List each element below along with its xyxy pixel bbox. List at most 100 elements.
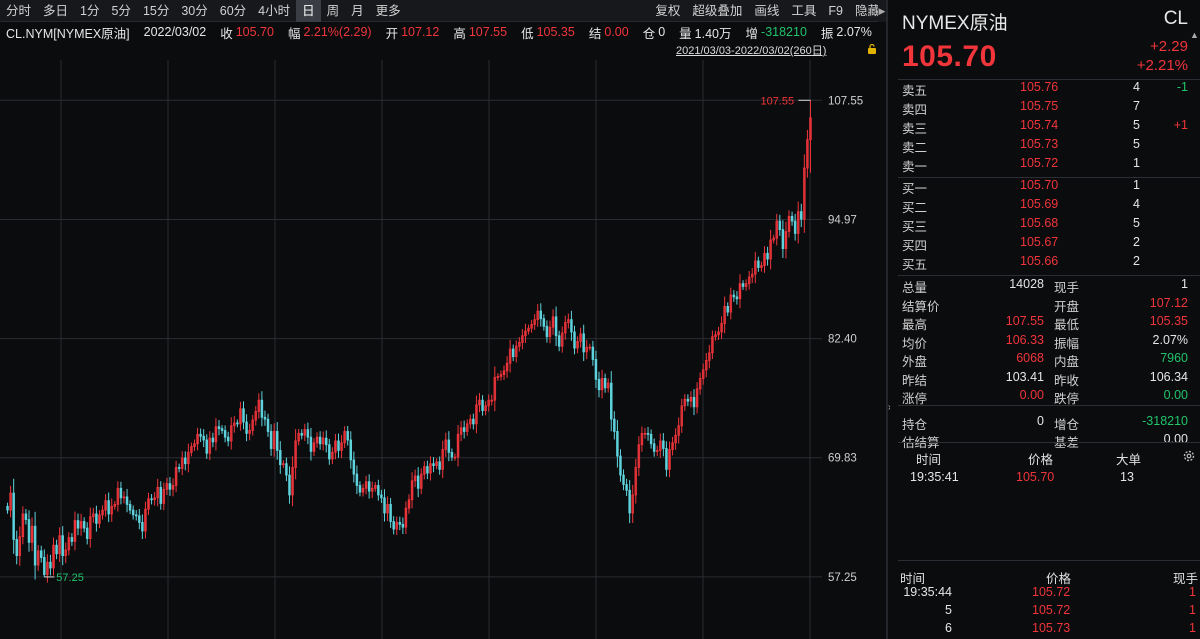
bids-row[interactable]: 买一 105.70 1	[890, 178, 1200, 197]
candlestick-chart[interactable]: 107.55 94.97 82.40 69.83 57.25 107.55 57.25	[0, 60, 886, 639]
candle-body	[153, 497, 156, 501]
candle-body	[174, 467, 178, 486]
candle-body	[331, 451, 334, 460]
candle-body	[616, 431, 619, 457]
gear-icon[interactable]	[1182, 449, 1196, 463]
toolbar-tool[interactable]: 画线	[754, 3, 780, 18]
candle-body	[444, 439, 448, 450]
period-tab[interactable]: 4小时	[258, 3, 291, 18]
stat-value: 6068	[1016, 351, 1044, 365]
toolbar-tool[interactable]: 复权	[655, 3, 681, 18]
asks-row[interactable]: 卖二 105.73 5	[890, 137, 1200, 156]
candle-body	[162, 488, 166, 504]
period-tab[interactable]: 分时	[6, 3, 32, 18]
period-tab[interactable]: 60分	[219, 3, 247, 18]
candle-body	[453, 456, 457, 459]
candle-body	[220, 428, 224, 431]
toolbar-tool[interactable]: 超级叠加	[692, 3, 743, 18]
candle-body	[478, 399, 481, 406]
candle-body	[177, 467, 181, 469]
stat-value: 14028	[1009, 277, 1044, 291]
stats-row: 最高 107.55 最低 105.35	[890, 314, 1200, 333]
candle-body	[505, 362, 509, 372]
stat-label: 增仓	[1054, 417, 1080, 432]
asks-row[interactable]: 卖三 105.74 5 +1	[890, 118, 1200, 137]
candle-body	[490, 399, 493, 402]
bids-label: 买二	[902, 201, 928, 215]
stat-value: 0.00	[1019, 388, 1044, 402]
period-tab[interactable]: 日	[296, 0, 321, 22]
candle-body	[662, 440, 665, 449]
candle-body	[769, 239, 772, 260]
candle-body	[40, 550, 43, 558]
asks-change: +1	[1173, 118, 1188, 132]
candle-body	[104, 500, 107, 511]
candle-body	[147, 498, 150, 510]
toolbar-tool[interactable]: 隐藏	[854, 3, 880, 18]
candle-body	[401, 523, 405, 528]
stat-label: 最高	[902, 318, 928, 332]
price-change-pct: +2.21%	[1136, 57, 1188, 74]
period-tab[interactable]: 更多	[375, 3, 401, 18]
date-range-label[interactable]: 2021/03/03-2022/03/02(260日)	[676, 45, 827, 57]
asks-row[interactable]: 卖五 105.76 4 -1	[890, 80, 1200, 99]
settle-value: 0.00	[604, 25, 629, 39]
candle-body	[300, 432, 303, 436]
candle-body	[251, 419, 254, 431]
settle-label: 结	[588, 26, 602, 41]
candle-body	[18, 536, 22, 557]
candle-body	[355, 473, 359, 486]
candle-body	[380, 494, 383, 499]
candle-body	[367, 481, 371, 492]
period-tab[interactable]: 多日	[43, 3, 69, 18]
period-tab[interactable]: 5分	[111, 3, 131, 18]
bids-row[interactable]: 买四 105.67 2	[890, 235, 1200, 254]
toolbar-tool[interactable]: 工具	[791, 3, 817, 18]
candle-body	[447, 439, 451, 453]
y-tick-label: 107.55	[828, 95, 863, 107]
lock-icon[interactable]	[866, 43, 878, 55]
candle-body	[423, 466, 426, 475]
candle-body	[711, 336, 714, 354]
asks-row[interactable]: 卖一 105.72 1	[890, 156, 1200, 175]
candle-body	[392, 521, 395, 530]
candle-body	[223, 430, 227, 438]
trade-big: 13	[1120, 470, 1134, 484]
candle-body	[729, 294, 733, 313]
candle-body	[138, 515, 141, 523]
candle-body	[263, 416, 267, 420]
candle-body	[12, 492, 15, 540]
panel-divider[interactable]	[886, 0, 888, 639]
bids-row[interactable]: 买五 105.66 2	[890, 254, 1200, 273]
bids-volume: 2	[1133, 254, 1140, 268]
candle-body	[49, 561, 52, 569]
period-toolbar: 分时 多日 1分 5分 15分 30分 60分 4小时日周月更多 复权 超级叠加 画线 工具 F9 隐藏	[0, 0, 886, 22]
asks-label: 卖三	[902, 122, 928, 136]
candle-body	[257, 399, 261, 412]
y-tick-label: 82.40	[828, 334, 857, 346]
period-tab[interactable]: 周	[326, 3, 340, 18]
candle-body	[55, 544, 58, 555]
period-tab[interactable]: 30分	[181, 3, 208, 18]
candle-body	[603, 378, 607, 389]
tick-hand: 1	[1189, 585, 1196, 599]
asks-row[interactable]: 卖四 105.75 7	[890, 99, 1200, 118]
bids-row[interactable]: 买二 105.69 4	[890, 197, 1200, 216]
candle-body	[122, 496, 126, 499]
period-tab[interactable]: 1分	[80, 3, 100, 18]
toolbar-tool[interactable]: F9	[828, 3, 843, 18]
period-tab[interactable]: 15分	[142, 3, 170, 18]
collapse-toggle-icon[interactable]: ▶	[878, 0, 886, 22]
candle-body	[321, 437, 325, 445]
chart-canvas[interactable]: 107.55 94.97 82.40 69.83 57.25 107.55 57.25	[0, 60, 886, 639]
candle-body	[135, 514, 138, 517]
trades-price-header: 价格	[1028, 453, 1054, 467]
candle-body	[33, 525, 37, 566]
candle-body	[358, 485, 362, 493]
bids-row[interactable]: 买三 105.68 5	[890, 216, 1200, 235]
period-tab[interactable]: 月	[351, 3, 364, 18]
chevron-up-icon[interactable]: ▲	[1190, 30, 1199, 40]
candle-body	[410, 480, 414, 501]
candle-body	[781, 229, 785, 249]
candle-body	[625, 484, 628, 491]
